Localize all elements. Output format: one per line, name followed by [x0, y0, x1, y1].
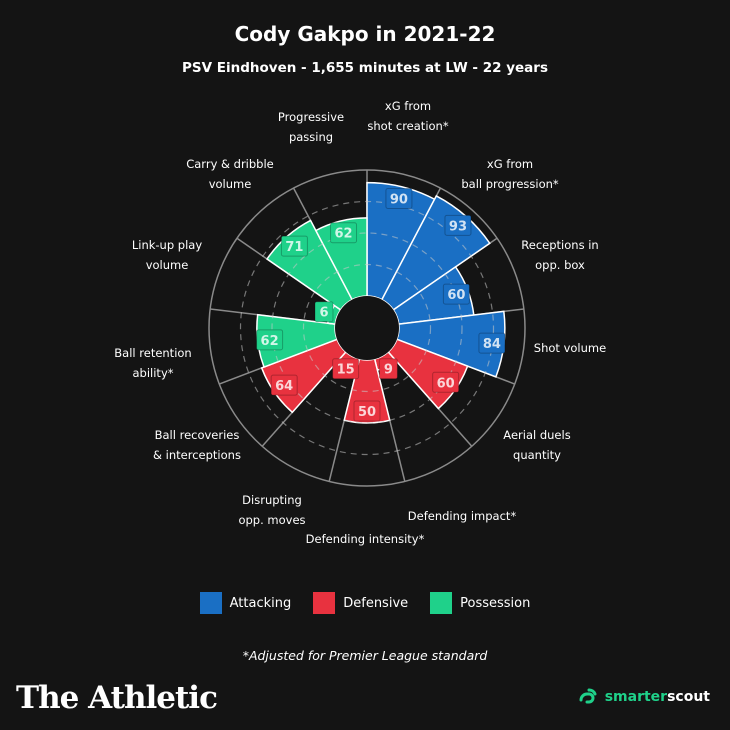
legend-swatch — [430, 592, 453, 614]
category-label: passing — [289, 130, 333, 144]
legend-swatch — [199, 592, 222, 614]
category-label: xG from — [385, 99, 431, 113]
grid-dashed-circle — [239, 200, 495, 456]
legend: Attacking Defensive Possession — [0, 592, 730, 614]
chart-subtitle: PSV Eindhoven - 1,655 minutes at LW - 22… — [182, 60, 548, 76]
legend-item: Defensive — [313, 592, 408, 614]
category-label: Defending impact* — [408, 509, 517, 523]
value-label: 64 — [275, 379, 293, 394]
center-hole — [335, 296, 399, 360]
smarterscout-b: scout — [667, 689, 710, 705]
category-label: volume — [146, 258, 189, 272]
value-label: 84 — [483, 337, 501, 352]
value-label: 6 — [319, 306, 328, 321]
value-badge — [444, 214, 472, 236]
value-label: 90 — [390, 192, 408, 207]
chart-title: Cody Gakpo in 2021-22 — [234, 22, 496, 46]
legend-item: Possession — [430, 592, 530, 614]
value-label: 60 — [437, 376, 455, 391]
legend-label: Attacking — [229, 595, 292, 611]
category-label: ability* — [133, 366, 174, 380]
category-label: Aerial duels — [503, 428, 570, 442]
category-label: Ball recoveries — [155, 428, 240, 442]
legend-label: Defensive — [343, 595, 409, 611]
value-label: 62 — [334, 227, 352, 242]
value-badge — [332, 358, 360, 380]
legend-label: Possession — [460, 595, 531, 611]
category-label: quantity — [513, 448, 561, 462]
the-athletic-logo: The Athletic — [16, 680, 218, 716]
value-label: 93 — [449, 219, 467, 234]
footnote: *Adjusted for Premier League standard — [242, 648, 488, 663]
category-label: Progressive — [278, 110, 344, 124]
category-label: & interceptions — [153, 448, 241, 462]
smarterscout-logo: smarter scout — [577, 686, 710, 708]
value-badge — [330, 222, 358, 244]
value-badge — [353, 400, 381, 422]
value-badge — [314, 301, 334, 323]
value-badge — [442, 283, 470, 305]
value-label: 50 — [358, 405, 376, 420]
category-label: shot creation* — [367, 119, 448, 133]
value-badge — [256, 329, 284, 351]
category-label: Carry & dribble — [186, 157, 274, 171]
value-badge — [385, 187, 413, 209]
value-badge — [280, 235, 308, 257]
value-badge — [478, 332, 506, 354]
category-label: Shot volume — [534, 341, 606, 355]
value-badge — [378, 358, 398, 380]
grid-dashed-circle — [271, 232, 463, 424]
category-label: ball progression* — [461, 177, 559, 191]
value-label: 60 — [447, 288, 465, 303]
value-badge — [270, 374, 298, 396]
legend-swatch — [313, 592, 336, 614]
category-label: xG from — [487, 157, 533, 171]
category-label: Ball retention — [114, 346, 191, 360]
category-label: volume — [209, 177, 252, 191]
smarterscout-icon — [579, 688, 597, 704]
value-label: 62 — [261, 334, 279, 349]
category-label: Receptions in — [521, 238, 598, 252]
value-label: 15 — [337, 363, 355, 378]
legend-item: Attacking — [199, 592, 292, 614]
category-label: opp. box — [535, 258, 585, 272]
value-badge — [432, 371, 460, 393]
grid-dashed-circle — [302, 263, 432, 393]
value-label: 9 — [384, 363, 393, 378]
category-label: opp. moves — [238, 513, 305, 527]
category-label: Disrupting — [242, 493, 302, 507]
category-label: Link-up play — [132, 238, 202, 252]
category-label: Defending intensity* — [306, 532, 425, 546]
value-label: 71 — [285, 240, 303, 255]
smarterscout-a: smarter — [604, 689, 668, 705]
